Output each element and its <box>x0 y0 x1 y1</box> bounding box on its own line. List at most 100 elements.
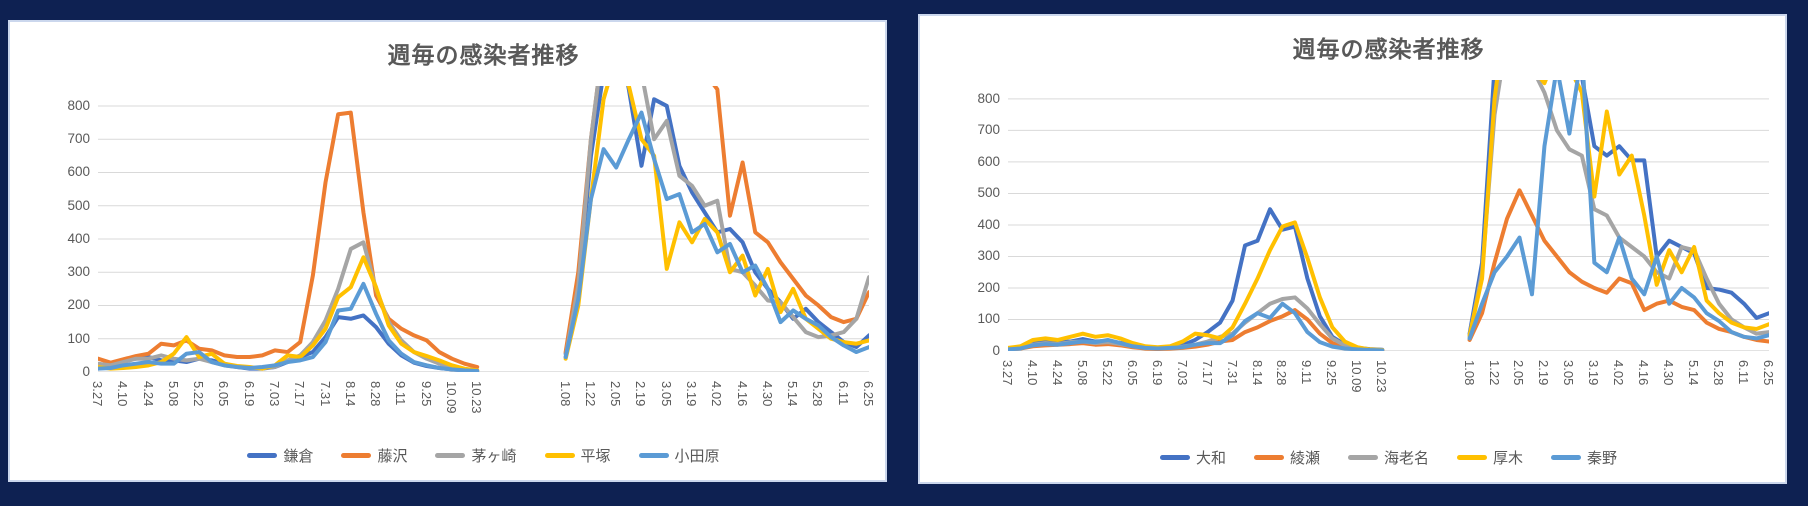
x-axis-label: 6.19 <box>1149 360 1165 386</box>
legend-item: 平塚 <box>544 445 611 466</box>
y-axis-label: 400 <box>67 230 90 246</box>
x-axis: 3.27 4.10 4.24 5.08 5.22 6.05 6.19 7.03 7.17 7.31… <box>1000 355 1776 413</box>
x-axis-label: 4.24 <box>140 381 156 407</box>
x-axis-label: 7.03 <box>266 381 282 407</box>
y-axis-label: 100 <box>67 330 90 346</box>
series-line-海老名 <box>1008 80 1769 350</box>
x-axis-label: 3.19 <box>684 381 700 407</box>
x-axis-label: 6.19 <box>241 381 257 407</box>
x-axis-label: 3.19 <box>1586 360 1602 386</box>
x-axis-label: 7.31 <box>317 381 333 407</box>
chart-svg <box>98 86 869 372</box>
x-axis-label: 9.25 <box>1324 360 1340 386</box>
chart-title: 週毎の感染者推移 <box>1292 36 1485 62</box>
legend-item: 大和 <box>1159 447 1226 468</box>
chart-card-left: 週毎の感染者推移 0 100 200 300 400 500 600 700 800 3.27 4… <box>8 20 887 482</box>
legend-label: 小田原 <box>674 448 720 465</box>
legend-marker <box>1347 455 1378 460</box>
y-axis-label: 300 <box>67 264 90 280</box>
x-axis: 3.27 4.10 4.24 5.08 5.22 6.05 6.19 7.03 7.17 7.31… <box>90 376 876 434</box>
y-axis-label: 500 <box>977 185 1000 201</box>
series-line-小田原 <box>98 113 869 371</box>
x-axis-label: 4.02 <box>709 381 725 407</box>
y-axis-label: 100 <box>977 311 1000 327</box>
x-axis-label: 8.28 <box>368 381 384 407</box>
x-axis-label: 6.05 <box>1124 360 1140 386</box>
x-axis-label: 3.05 <box>1561 360 1577 386</box>
x-axis-label: 4.16 <box>1636 360 1652 386</box>
legend-item: 海老名 <box>1347 447 1429 468</box>
series-line-藤沢 <box>98 86 869 367</box>
legend-marker <box>247 453 278 458</box>
x-axis-label: 5.08 <box>165 381 181 407</box>
x-axis-label: 10.23 <box>1374 360 1390 393</box>
legend-marker <box>544 453 575 458</box>
y-axis-label: 800 <box>977 90 1000 106</box>
chart-legend: 鎌倉 藤沢 茅ヶ崎 平塚 小田原 <box>98 445 869 466</box>
x-axis-label: 4.02 <box>1611 360 1627 386</box>
x-axis-label: 3.27 <box>90 381 105 407</box>
x-axis-label: 6.11 <box>835 381 851 406</box>
x-axis-label: 4.10 <box>1024 360 1040 386</box>
x-axis-label: 5.14 <box>1686 360 1702 386</box>
legend-marker <box>1457 455 1487 460</box>
legend-marker <box>1159 455 1190 460</box>
x-axis-label: 8.14 <box>1249 360 1265 386</box>
x-axis-label: 3.05 <box>658 381 674 407</box>
y-axis: 0 100 200 300 400 500 600 700 800 <box>38 86 90 379</box>
y-axis-label: 0 <box>82 364 90 379</box>
y-axis-label: 700 <box>67 131 90 147</box>
x-axis-label: 10.23 <box>469 381 485 414</box>
x-axis-label: 7.03 <box>1174 360 1190 386</box>
x-axis-label: 5.22 <box>191 381 207 407</box>
y-axis-label: 400 <box>977 216 1000 232</box>
legend-marker <box>638 453 669 458</box>
x-axis-label: 7.31 <box>1224 360 1240 386</box>
legend-marker <box>341 453 372 458</box>
legend-item: 藤沢 <box>341 445 407 466</box>
x-axis-label: 9.25 <box>418 381 434 407</box>
x-axis-label: 6.25 <box>861 381 876 407</box>
x-axis-label: 6.05 <box>216 381 232 407</box>
x-axis-label: 1.22 <box>1486 360 1502 386</box>
y-axis-label: 300 <box>977 248 1000 264</box>
x-axis-label: 4.24 <box>1049 360 1065 386</box>
x-axis-label: 9.11 <box>393 381 409 406</box>
legend-item: 綾瀬 <box>1253 447 1320 468</box>
x-axis-label: 2.19 <box>633 381 649 407</box>
x-axis-label: 8.14 <box>342 381 358 407</box>
y-axis-label: 600 <box>977 153 1000 169</box>
x-axis-label: 2.05 <box>1511 360 1527 386</box>
legend-label: 厚木 <box>1493 450 1524 467</box>
x-axis-label: 2.05 <box>608 381 624 407</box>
x-axis-label: 3.27 <box>1000 360 1015 386</box>
legend-label: 大和 <box>1195 450 1226 467</box>
y-axis-label: 0 <box>992 343 1000 358</box>
x-axis-label: 10.09 <box>1349 360 1365 393</box>
legend-marker <box>1253 455 1284 460</box>
legend-item: 厚木 <box>1457 447 1523 468</box>
x-axis-label: 5.22 <box>1099 360 1115 386</box>
x-axis-label: 4.30 <box>1661 360 1677 386</box>
chart-legend: 大和 綾瀬 海老名 厚木 秦野 <box>1008 447 1769 468</box>
y-axis-label: 500 <box>67 197 90 213</box>
x-axis-label: 5.08 <box>1074 360 1090 386</box>
x-axis-label: 4.10 <box>115 381 131 407</box>
series-line-大和 <box>1008 80 1769 350</box>
y-axis-label: 800 <box>67 97 90 113</box>
legend-item: 小田原 <box>638 445 720 466</box>
x-axis-label: 7.17 <box>292 381 308 407</box>
series-line-厚木 <box>1008 80 1769 350</box>
x-axis-label: 9.11 <box>1299 360 1315 385</box>
chart-card-right: 週毎の感染者推移 0 100 200 300 400 500 600 700 800 3.27 4… <box>918 14 1787 484</box>
legend-label: 海老名 <box>1383 450 1429 467</box>
y-axis-label: 600 <box>67 164 90 180</box>
x-axis-label: 1.22 <box>582 381 598 407</box>
series-line-秦野 <box>1008 80 1769 350</box>
x-axis-label: 6.11 <box>1736 360 1752 385</box>
y-axis-label: 200 <box>67 297 90 313</box>
x-axis-label: 1.08 <box>557 381 573 407</box>
legend-label: 綾瀬 <box>1289 450 1320 467</box>
plot-area <box>98 86 869 372</box>
x-axis-label: 6.25 <box>1761 360 1776 386</box>
